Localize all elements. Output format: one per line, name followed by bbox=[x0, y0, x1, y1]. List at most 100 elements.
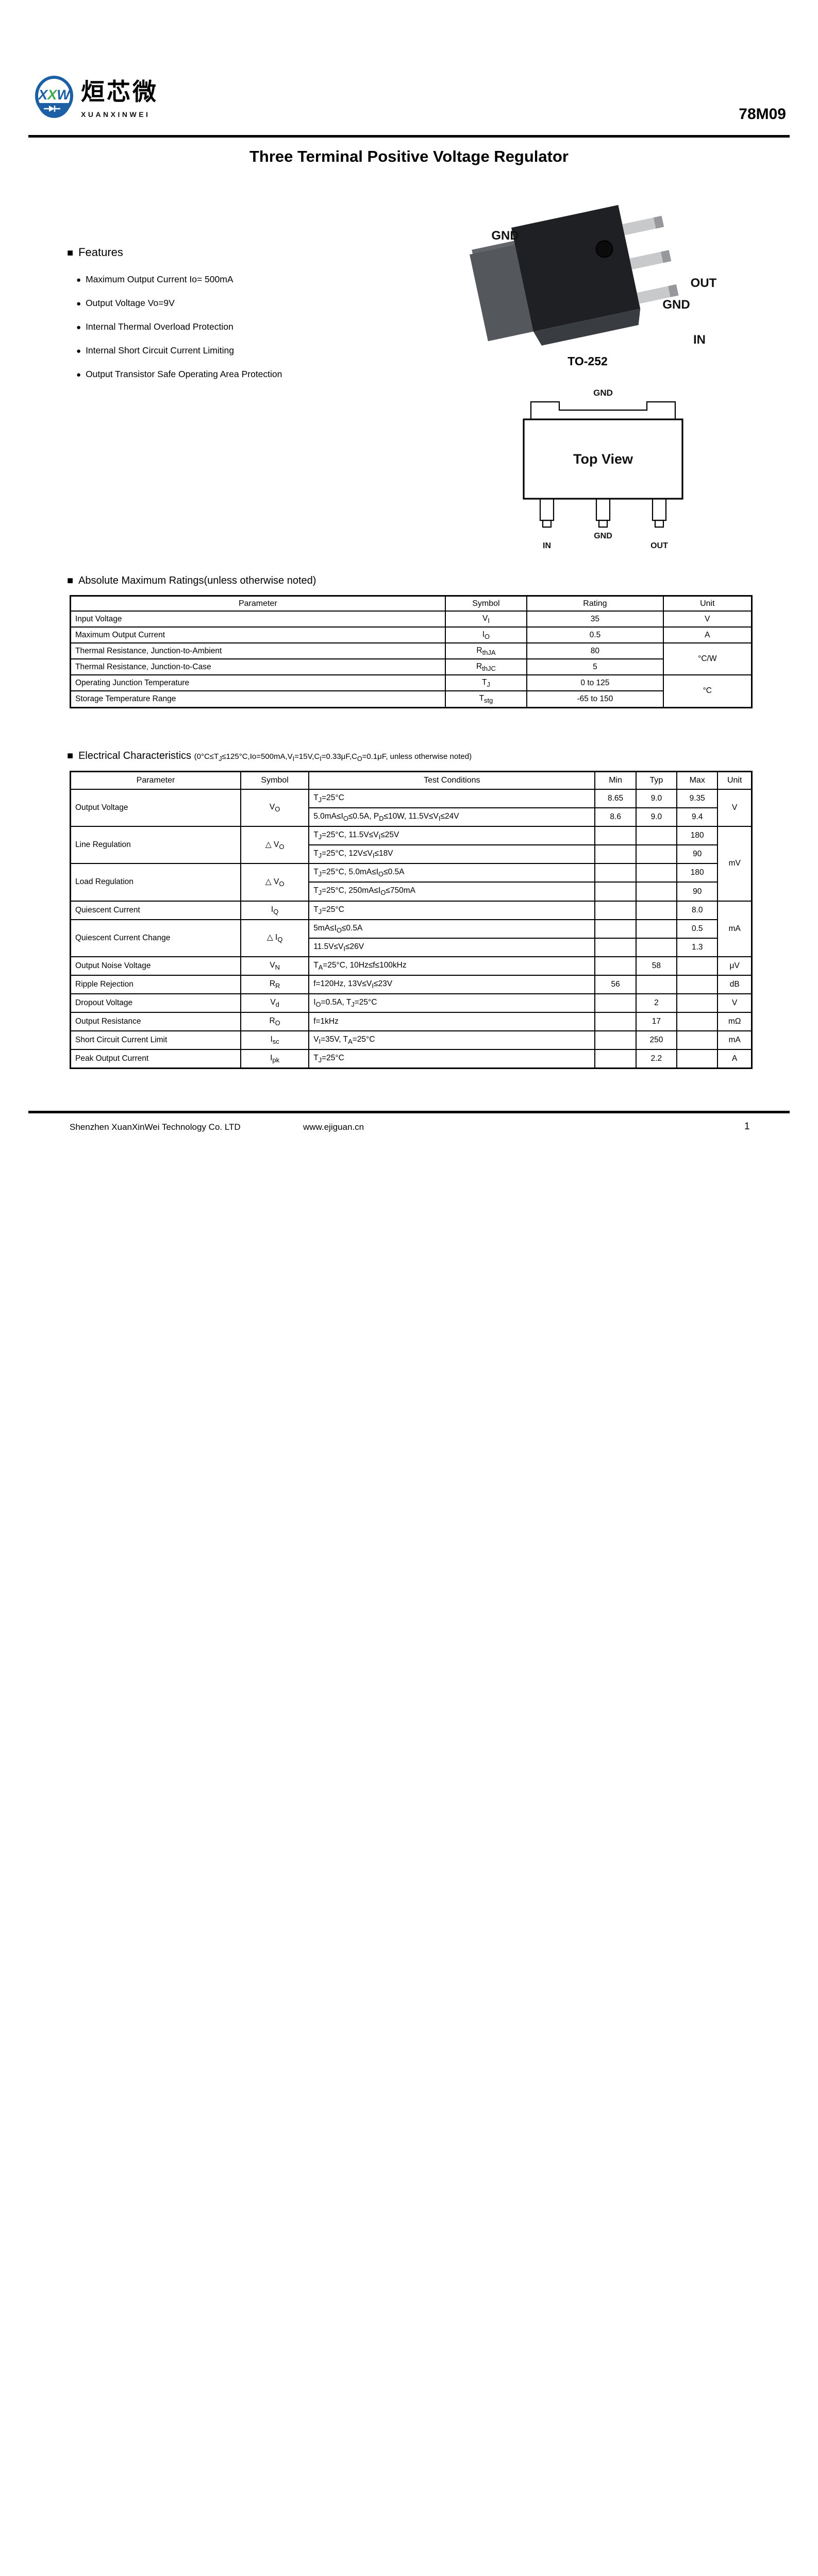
column-header: Symbol bbox=[444, 595, 528, 612]
table-cell bbox=[635, 937, 678, 957]
column-header: Typ bbox=[635, 771, 678, 790]
table-cell: RthJA bbox=[444, 642, 528, 660]
bullet-icon: ● bbox=[76, 299, 81, 308]
table-cell: V bbox=[717, 993, 753, 1013]
table-row: Output Voltage VO TJ=25°C 8.65 9.0 9.35 V bbox=[70, 788, 753, 827]
table-row: Quiescent Current Change △ IQ 5mA≤IO≤0.5A 0… bbox=[70, 919, 752, 957]
table-cell bbox=[594, 993, 637, 1013]
table-cell: TJ=25°C bbox=[308, 900, 596, 920]
header-rule bbox=[28, 135, 790, 138]
table-cell bbox=[635, 974, 678, 995]
table-cell: Isc bbox=[240, 1030, 310, 1050]
table-cell: VO bbox=[240, 788, 310, 827]
section-bullet: ■ bbox=[67, 750, 74, 761]
table-cell: f=120Hz, 13V≤VI≤23V bbox=[308, 974, 596, 995]
package-lead bbox=[622, 215, 664, 235]
table-cell: mA bbox=[717, 1030, 753, 1050]
abs-max-heading: ■ Absolute Maximum Ratings(unless otherwi… bbox=[67, 575, 316, 586]
table-cell: Tstg bbox=[444, 690, 528, 708]
table-row: 11.5V≤VI≤26V 1.3 bbox=[71, 937, 752, 957]
table-row: 5.0mA≤IO≤0.5A, PD≤10W, 11.5V≤VI≤24V 8.6 9.… bbox=[71, 807, 752, 827]
table-cell: Operating Junction Temperature bbox=[70, 674, 446, 692]
table-cell: mΩ bbox=[717, 1012, 753, 1032]
table-cell: TJ=25°C bbox=[308, 1049, 596, 1069]
table-cell bbox=[635, 844, 678, 865]
table-row: Short Circuit Current Limit Isc VI=35V, TA… bbox=[70, 1030, 753, 1050]
column-header: Rating bbox=[526, 595, 664, 612]
table-cell: 180 bbox=[676, 863, 719, 883]
table-cell: A bbox=[662, 626, 753, 644]
table-cell: °C bbox=[662, 674, 753, 708]
table-cell: TJ=25°C bbox=[308, 788, 596, 809]
table-cell bbox=[594, 1030, 637, 1050]
table-cell bbox=[594, 826, 637, 846]
table-cell: °C/W bbox=[662, 642, 753, 676]
table-cell bbox=[676, 1030, 719, 1050]
company-name-cn: 烜芯微 bbox=[81, 78, 158, 105]
pin-label-gnd: GND bbox=[662, 298, 690, 312]
topview-tab bbox=[530, 401, 676, 419]
table-cell bbox=[635, 882, 678, 902]
table-cell bbox=[635, 919, 678, 939]
table-row: Load Regulation △ VO TJ=25°C, 5.0mA≤IO≤0.5… bbox=[70, 863, 752, 902]
column-header: Parameter bbox=[70, 771, 241, 790]
table-cell bbox=[594, 1049, 637, 1069]
table-cell: RR bbox=[240, 974, 310, 995]
table-cell bbox=[594, 844, 637, 865]
table-cell: 11.5V≤VI≤26V bbox=[308, 937, 596, 957]
topview-pin bbox=[652, 498, 667, 521]
table-cell: mV bbox=[717, 826, 753, 902]
table-row: Quiescent Current IQ TJ=25°C 8.0 mA bbox=[70, 900, 753, 957]
page-1: XXW 烜芯微 XUANXINWEI 78M09 Three Terminal … bbox=[0, 0, 818, 1157]
column-header: Max bbox=[676, 771, 719, 790]
table-cell: Output Voltage bbox=[70, 788, 241, 827]
table-cell: Maximum Output Current bbox=[70, 626, 446, 644]
table-cell: -65 to 150 bbox=[526, 690, 664, 708]
feature-item: ● Output Voltage Vo=9V bbox=[76, 298, 175, 308]
table-cell: IO=0.5A, TJ=25°C bbox=[308, 993, 596, 1013]
footer-website: www.ejiguan.cn bbox=[303, 1122, 364, 1132]
topview-caption: Top View bbox=[573, 451, 633, 467]
table-cell: dB bbox=[717, 974, 753, 995]
feature-item: ● Internal Short Circuit Current Limiting bbox=[76, 345, 234, 355]
bullet-icon: ● bbox=[76, 370, 81, 379]
table-row: Parameter Symbol Test Conditions Min Typ Max U… bbox=[70, 771, 753, 790]
abs-max-table: Parameter Symbol Rating Unit Input Voltage VI… bbox=[70, 595, 753, 708]
table-cell: 2.2 bbox=[635, 1049, 678, 1069]
footer-company: Shenzhen XuanXinWei Technology Co. LTD bbox=[70, 1122, 241, 1132]
table-row: Parameter Symbol Rating Unit bbox=[70, 595, 753, 612]
table-cell: A bbox=[717, 1049, 753, 1069]
table-cell: 9.0 bbox=[635, 807, 678, 827]
column-header: Unit bbox=[662, 595, 753, 612]
table-cell: 8.65 bbox=[594, 788, 637, 809]
table-cell bbox=[635, 826, 678, 846]
page-number: 1 bbox=[744, 1121, 750, 1132]
features-heading: ■ Features bbox=[67, 246, 123, 259]
table-cell: IQ bbox=[240, 900, 310, 920]
table-cell bbox=[594, 937, 637, 957]
table-cell: 9.35 bbox=[676, 788, 719, 809]
table-cell: 9.4 bbox=[676, 807, 719, 827]
package-caption: TO-252 bbox=[567, 354, 608, 368]
table-cell bbox=[594, 863, 637, 883]
table-cell: TJ=25°C, 250mA≤IO≤750mA bbox=[308, 882, 596, 902]
page-2: XXW 烜芯微 XUANXINWEI 78M09 Three Terminal … bbox=[0, 1157, 818, 2313]
table-cell: 80 bbox=[526, 642, 664, 660]
table-row: Line Regulation △ VO TJ=25°C, 11.5V≤VI≤25V… bbox=[70, 826, 753, 902]
table-row: Peak Output Current Ipk TJ=25°C 2.2 A bbox=[70, 1049, 753, 1069]
elec-char-heading: ■ Electrical Characteristics (0°C≤TJ≤125°… bbox=[67, 750, 472, 762]
table-cell: TJ=25°C, 11.5V≤VI≤25V bbox=[308, 826, 596, 846]
table-row: Input Voltage VI 35 V bbox=[70, 610, 753, 628]
table-cell: μV bbox=[717, 956, 753, 976]
table-cell bbox=[594, 882, 637, 902]
table-row: Output Resistance RO f=1kHz 17 mΩ bbox=[70, 1012, 753, 1032]
table-cell bbox=[676, 956, 719, 976]
table-cell: 8.6 bbox=[594, 807, 637, 827]
table-cell: Load Regulation bbox=[70, 863, 241, 902]
table-cell: f=1kHz bbox=[308, 1012, 596, 1032]
table-cell bbox=[594, 919, 637, 939]
footer-rule bbox=[28, 1111, 790, 1113]
table-cell: mA bbox=[717, 900, 753, 957]
table-cell: 1.3 bbox=[676, 937, 719, 957]
